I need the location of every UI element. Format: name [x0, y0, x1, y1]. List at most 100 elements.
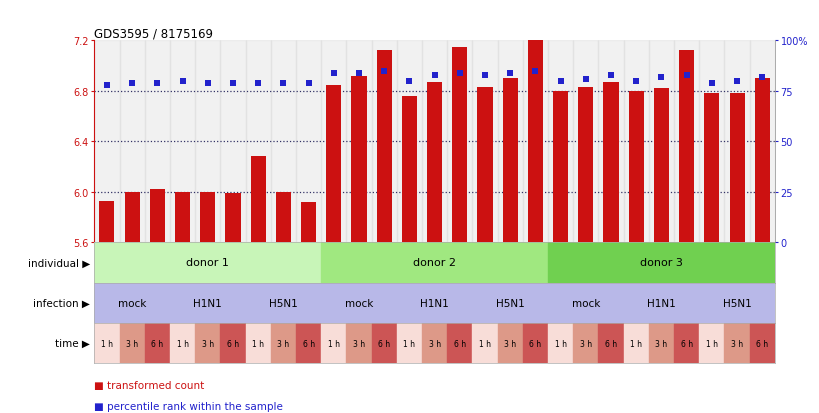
- Text: 3 h: 3 h: [654, 339, 667, 348]
- Bar: [296, 41, 321, 243]
- Text: 3 h: 3 h: [277, 339, 289, 348]
- Text: 1 h: 1 h: [176, 339, 188, 348]
- Point: [226, 80, 239, 87]
- Point: [402, 78, 415, 85]
- Bar: [170, 283, 245, 323]
- Bar: [446, 323, 472, 363]
- Bar: [497, 323, 523, 363]
- Bar: [94, 283, 170, 323]
- Text: H5N1: H5N1: [495, 298, 524, 308]
- Bar: [628, 92, 643, 243]
- Text: 6 h: 6 h: [453, 339, 465, 348]
- Bar: [326, 85, 341, 243]
- Text: 1 h: 1 h: [554, 339, 566, 348]
- Text: 6 h: 6 h: [755, 339, 767, 348]
- Bar: [472, 41, 497, 243]
- Bar: [598, 323, 623, 363]
- Point: [428, 72, 441, 79]
- Text: H1N1: H1N1: [193, 298, 222, 308]
- Point: [503, 70, 516, 77]
- Text: individual ▶: individual ▶: [28, 258, 90, 268]
- Bar: [547, 243, 774, 283]
- Text: 3 h: 3 h: [201, 339, 214, 348]
- Bar: [195, 41, 220, 243]
- Bar: [396, 41, 422, 243]
- Bar: [371, 41, 396, 243]
- Point: [327, 70, 340, 77]
- Text: 6 h: 6 h: [378, 339, 390, 348]
- Bar: [225, 194, 240, 243]
- Point: [201, 80, 214, 87]
- Point: [654, 74, 667, 81]
- Bar: [346, 323, 371, 363]
- Text: 1 h: 1 h: [630, 339, 641, 348]
- Bar: [321, 41, 346, 243]
- Text: 3 h: 3 h: [579, 339, 591, 348]
- Text: 1 h: 1 h: [705, 339, 717, 348]
- Point: [578, 76, 591, 83]
- Bar: [270, 323, 296, 363]
- Bar: [245, 283, 321, 323]
- Bar: [427, 83, 441, 243]
- Bar: [144, 323, 170, 363]
- Bar: [174, 192, 190, 243]
- Bar: [648, 41, 673, 243]
- Bar: [623, 323, 648, 363]
- Bar: [99, 201, 115, 243]
- Bar: [351, 76, 366, 243]
- Bar: [321, 323, 346, 363]
- Point: [176, 78, 189, 85]
- Text: 6 h: 6 h: [151, 339, 163, 348]
- Bar: [704, 94, 718, 243]
- Text: 3 h: 3 h: [352, 339, 364, 348]
- Text: 3 h: 3 h: [126, 339, 138, 348]
- Point: [100, 82, 113, 89]
- Bar: [749, 41, 774, 243]
- Bar: [523, 41, 547, 243]
- Bar: [452, 47, 467, 243]
- Bar: [275, 192, 291, 243]
- Bar: [270, 41, 296, 243]
- Text: H5N1: H5N1: [269, 298, 297, 308]
- Point: [704, 80, 717, 87]
- Text: 1 h: 1 h: [328, 339, 339, 348]
- Text: H1N1: H1N1: [419, 298, 449, 308]
- Text: GDS3595 / 8175169: GDS3595 / 8175169: [94, 27, 213, 40]
- Bar: [623, 41, 648, 243]
- Point: [251, 80, 265, 87]
- Text: 6 h: 6 h: [302, 339, 314, 348]
- Bar: [401, 97, 416, 243]
- Bar: [144, 41, 170, 243]
- Point: [277, 80, 290, 87]
- Bar: [296, 323, 321, 363]
- Bar: [699, 41, 724, 243]
- Bar: [673, 323, 699, 363]
- Text: ■ transformed count: ■ transformed count: [94, 380, 204, 390]
- Bar: [170, 41, 195, 243]
- Bar: [200, 192, 215, 243]
- Bar: [124, 192, 139, 243]
- Point: [730, 78, 743, 85]
- Point: [755, 74, 768, 81]
- Bar: [472, 283, 547, 323]
- Bar: [321, 243, 547, 283]
- Bar: [572, 41, 598, 243]
- Bar: [699, 283, 774, 323]
- Text: donor 2: donor 2: [413, 258, 455, 268]
- Bar: [653, 89, 668, 243]
- Point: [477, 72, 491, 79]
- Text: infection ▶: infection ▶: [34, 298, 90, 308]
- Bar: [120, 323, 144, 363]
- Bar: [170, 323, 195, 363]
- Bar: [577, 88, 593, 243]
- Text: 3 h: 3 h: [428, 339, 440, 348]
- Bar: [523, 323, 547, 363]
- Text: H5N1: H5N1: [722, 298, 750, 308]
- Text: 3 h: 3 h: [730, 339, 742, 348]
- Text: H1N1: H1N1: [646, 298, 675, 308]
- Text: 1 h: 1 h: [101, 339, 113, 348]
- Point: [604, 72, 617, 79]
- Bar: [552, 92, 568, 243]
- Point: [629, 78, 642, 85]
- Bar: [245, 41, 270, 243]
